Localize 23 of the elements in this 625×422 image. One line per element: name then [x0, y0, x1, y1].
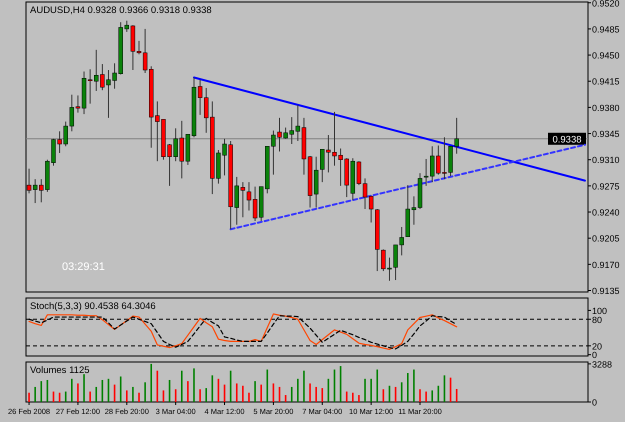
y-tick-label: 3288 [592, 359, 612, 370]
y-tick-label: 0.9520 [592, 0, 620, 8]
y-tick-label: 0 [592, 350, 598, 360]
y-tick-label: 0.9275 [592, 181, 620, 192]
chart-title: Volumes 1125 [30, 365, 90, 376]
y-tick-label: 80 [592, 314, 602, 325]
y-tick-label: 0.9485 [592, 24, 620, 34]
y-tick-label: 0.9380 [592, 102, 620, 113]
annotation: 03:29:31 [62, 261, 105, 273]
chart-title: AUDUSD,H4 0.9328 0.9366 0.9318 0.9338 [30, 5, 212, 16]
y-tick-label: 0.9415 [592, 76, 620, 87]
y-tick-label: 0.9310 [592, 155, 620, 166]
chart-title: Stoch(5,3,3) 90.4538 64.3046 [30, 301, 156, 312]
y-tick-label: 0 [592, 398, 598, 408]
y-tick-label: 0.9135 [592, 286, 620, 296]
y-tick-label: 20 [592, 341, 602, 352]
y-tick-label: 0.9240 [592, 208, 620, 218]
y-tick-label: 0.9345 [592, 129, 620, 140]
ref-line-label: 0.9338 [552, 134, 582, 146]
y-tick-label: 100 [592, 306, 608, 316]
y-tick-label: 0.9170 [592, 260, 620, 270]
y-tick-label: 0.9450 [592, 50, 620, 61]
y-tick-label: 0.9205 [592, 234, 620, 244]
